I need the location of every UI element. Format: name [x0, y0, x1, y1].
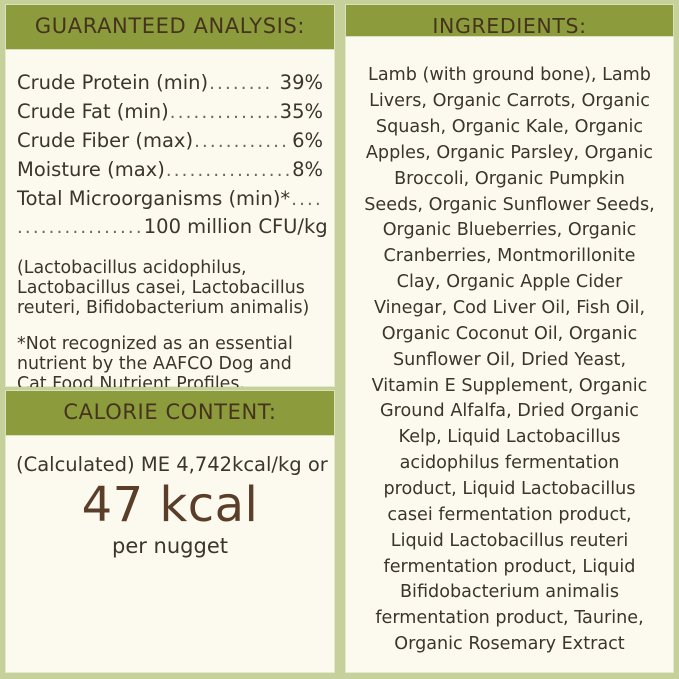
calories-per-nugget-label: per nugget [112, 534, 228, 559]
right-column: INGREDIENTS: Lamb (with ground bone), La… [345, 4, 674, 673]
panel-gap [5, 387, 335, 390]
analysis-value: 35% [279, 100, 323, 123]
analysis-value: 6% [292, 129, 323, 152]
left-column: GUARANTEED ANALYSIS: Crude Protein (min)… [5, 4, 335, 673]
analysis-row: Crude Protein (min) ........ 39% [17, 70, 323, 99]
calories-per-nugget-value: 47 kcal [81, 477, 259, 534]
ingredients-panel: Lamb (with ground bone), Lamb Livers, Or… [345, 37, 674, 673]
analysis-label: Moisture (max) [17, 158, 165, 181]
leader-dots: ................. [165, 162, 293, 180]
analysis-row: Crude Fat (min) .............. 35% [17, 99, 323, 128]
guaranteed-analysis-header: GUARANTEED ANALYSIS: [5, 4, 335, 50]
analysis-label: Total Microorganisms (min)* [17, 187, 291, 210]
analysis-label: Crude Fat (min) [17, 100, 169, 123]
leader-dots: ............ [194, 133, 290, 151]
leader-dots: ................ [17, 217, 144, 238]
guaranteed-analysis-list: Crude Protein (min) ........ 39% Crude F… [17, 70, 328, 241]
ingredients-header: INGREDIENTS: [345, 4, 674, 38]
leader-dots: ..... [291, 191, 323, 209]
analysis-value: 8% [292, 158, 323, 181]
cultures-note: (Lactobacillus acidophilus, Lactobacillu… [17, 258, 310, 319]
microorganisms-continuation-row: ................100 million CFU/kg [17, 215, 328, 241]
analysis-value: 39% [279, 71, 323, 94]
microorganisms-value: 100 million CFU/kg [143, 215, 328, 238]
analysis-row: Crude Fiber (max) ............ 6% [17, 128, 323, 157]
asterisk-footnote: *Not recognized as an essential nutrient… [17, 333, 293, 394]
guaranteed-analysis-panel: Crude Protein (min) ........ 39% Crude F… [5, 50, 335, 470]
analysis-label: Crude Fiber (max) [17, 129, 194, 152]
analysis-row: Moisture (max) ................. 8% [17, 157, 323, 186]
leader-dots: ........ [209, 75, 273, 93]
analysis-label: Crude Protein (min) [17, 71, 209, 94]
ingredients-list-text: Lamb (with ground bone), Lamb Livers, Or… [364, 65, 655, 655]
analysis-row: Total Microorganisms (min)* ..... [17, 186, 323, 215]
leader-dots: .............. [169, 104, 280, 122]
calculated-me-line: (Calculated) ME 4,742kcal/kg or [16, 453, 328, 476]
calorie-content-panel: (Calculated) ME 4,742kcal/kg or 47 kcal … [5, 436, 335, 673]
calorie-content-header: CALORIE CONTENT: [5, 390, 335, 436]
